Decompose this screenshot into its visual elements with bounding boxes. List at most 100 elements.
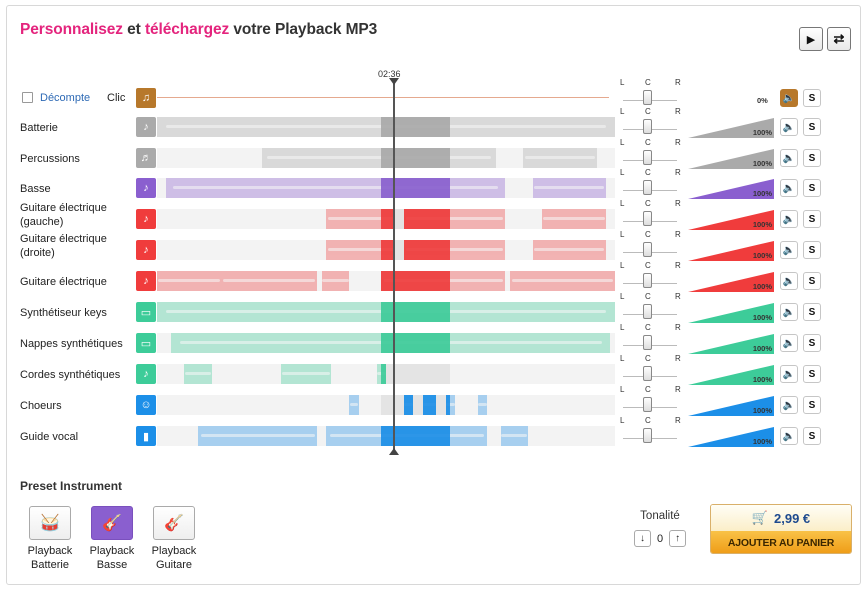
mute-button[interactable]: 🔈 [780,149,798,167]
pan-knob[interactable] [643,180,652,195]
audio-segment [523,148,597,168]
solo-button[interactable]: S [803,365,821,383]
mute-button[interactable]: 🔈 [780,272,798,290]
volume-slider[interactable]: 100% [688,394,774,416]
arrow-up-icon: ↑ [675,533,681,544]
track-waveform[interactable] [157,395,615,415]
track-waveform[interactable] [157,209,615,229]
solo-button[interactable]: S [803,396,821,414]
track-waveform[interactable] [157,148,615,168]
preset-basse[interactable]: 🎸 Playback Basse [82,506,142,572]
track-waveform[interactable] [157,240,615,260]
solo-button[interactable]: S [803,272,821,290]
preset-batterie[interactable]: 🥁 Playback Batterie [20,506,80,572]
track-waveform[interactable] [157,426,615,446]
mute-button[interactable]: 🔈 [780,365,798,383]
solo-button[interactable]: S [803,334,821,352]
solo-button[interactable]: S [803,179,821,197]
volume-slider[interactable]: 100% [688,177,774,199]
mute-button[interactable]: 🔈 [780,179,798,197]
tonality-up-button[interactable]: ↑ [669,530,687,547]
tonality-control: Tonalité ↓ 0 ↑ [620,510,700,547]
pan-knob[interactable] [643,304,652,319]
volume-ramp [688,427,774,447]
volume-ramp [688,303,774,323]
metronome-icon: ♫ [136,88,156,108]
mute-button[interactable]: 🔈 [780,118,798,136]
volume-ramp [688,396,774,416]
mute-button[interactable]: 🔈 [780,210,798,228]
track-waveform[interactable] [157,271,615,291]
pan-knob[interactable] [643,90,652,105]
countdown-checkbox[interactable] [22,92,33,103]
playhead-top-handle[interactable] [389,78,399,85]
playhead[interactable] [393,79,395,454]
solo-button[interactable]: S [803,210,821,228]
track-row: Choeurs ☺ L C R 100% 🔈 S [0,385,868,419]
mute-button[interactable]: 🔈 [780,334,798,352]
add-to-cart[interactable]: 🛒 2,99 € AJOUTER AU PANIER [710,504,852,554]
solo-button[interactable]: S [803,427,821,445]
pan-knob[interactable] [643,366,652,381]
loop-button[interactable]: ⇄ [827,27,851,51]
played-segment [404,209,451,229]
countdown-label[interactable]: Décompte [40,92,91,104]
volume-slider[interactable]: 100% [688,332,774,354]
solo-button[interactable]: S [803,118,821,136]
pan-knob[interactable] [643,335,652,350]
volume-slider[interactable]: 100% [688,425,774,447]
volume-slider[interactable]: 100% [688,239,774,261]
track-row: Percussions ♬ L C R 100% 🔈 S [0,138,868,172]
volume-pct: 100% [752,313,772,322]
track-waveform[interactable] [157,117,615,137]
solo-button[interactable]: S [803,241,821,259]
volume-ramp [688,334,774,354]
solo-button[interactable]: S [803,303,821,321]
click-solo-button[interactable]: S [803,89,821,107]
pan-knob[interactable] [643,211,652,226]
playhead-bottom-handle[interactable] [389,448,399,455]
track-name: Guitare électrique [20,276,107,288]
pan-knob[interactable] [643,397,652,412]
track-waveform[interactable] [157,178,615,198]
volume-pct: 100% [752,189,772,198]
pan-knob[interactable] [643,242,652,257]
pan-knob[interactable] [643,273,652,288]
track-waveform[interactable] [157,302,615,322]
mute-button[interactable]: 🔈 [780,427,798,445]
solo-button[interactable]: S [803,149,821,167]
add-to-cart-button[interactable]: AJOUTER AU PANIER [711,531,851,553]
pan-knob[interactable] [643,119,652,134]
keyboard-icon: ▭ [136,302,156,322]
play-button[interactable]: ▶ [799,27,823,51]
audio-segment [157,271,222,291]
mute-button[interactable]: 🔈 [780,396,798,414]
mute-button[interactable]: 🔈 [780,303,798,321]
volume-slider[interactable]: 100% [688,301,774,323]
volume-slider[interactable]: 100% [688,270,774,292]
volume-slider[interactable]: 100% [688,147,774,169]
track-waveform[interactable] [157,333,615,353]
volume-slider[interactable]: 100% [688,363,774,385]
volume-slider[interactable]: 100% [688,116,774,138]
pan-knob[interactable] [643,428,652,443]
pan-knob[interactable] [643,150,652,165]
preset-guitare[interactable]: 🎸 Playback Guitare [144,506,204,572]
volume-slider[interactable]: 100% [688,208,774,230]
click-mute-button[interactable]: 🔈 [780,89,798,107]
mute-button[interactable]: 🔈 [780,241,798,259]
track-waveform[interactable] [157,364,615,384]
tonality-down-button[interactable]: ↓ [633,530,651,547]
